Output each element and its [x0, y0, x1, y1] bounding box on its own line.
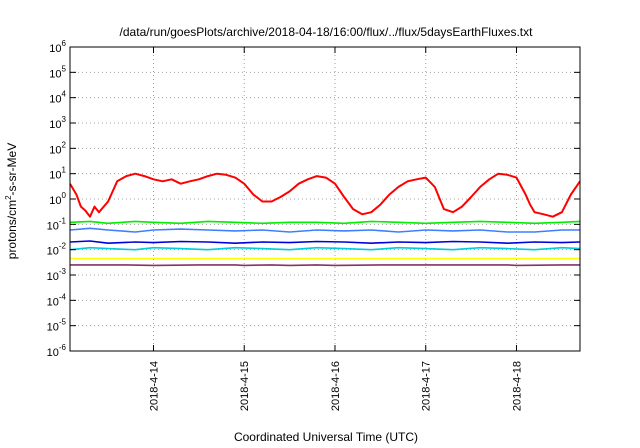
y-tick-label: 10-3 — [47, 267, 67, 283]
y-tick-label: 103 — [49, 115, 66, 131]
series-line-2 — [69, 220, 581, 225]
x-axis: 2018-4-14 2018-4-15 2018-4-16 2018-4-17 2018… — [148, 47, 523, 411]
y-tick-label: 10-5 — [47, 318, 67, 334]
y-axis: 10-6 10-5 10-4 10-3 10-2 10-1 100 101 102 103 104 1… — [47, 39, 580, 359]
y-tick-label: 10-2 — [47, 242, 67, 258]
y-tick-label: 104 — [49, 90, 66, 106]
x-tick-label: 2018-4-15 — [239, 361, 251, 411]
y-tick-label: 105 — [49, 64, 66, 80]
series-line-1 — [69, 172, 581, 218]
chart-title: /data/run/goesPlots/archive/2018-04-18/1… — [120, 25, 534, 39]
x-tick-label: 2018-4-14 — [148, 361, 160, 411]
x-axis-title: Coordinated Universal Time (UTC) — [234, 430, 418, 444]
x-tick-label: 2018-4-17 — [421, 361, 433, 411]
y-tick-label: 101 — [49, 166, 66, 182]
y-tick-label: 10-1 — [47, 216, 67, 232]
y-axis-title: protons/cm2-s-sr-MeV — [4, 143, 19, 259]
plot-area — [69, 172, 581, 267]
x-tick-label: 2018-4-18 — [511, 361, 523, 411]
series-line-7 — [70, 264, 580, 267]
x-tick-label: 2018-4-16 — [330, 361, 342, 411]
y-tick-label: 102 — [49, 140, 66, 156]
grid — [70, 47, 580, 351]
y-tick-label: 100 — [49, 191, 66, 207]
y-tick-label: 10-4 — [47, 292, 67, 308]
y-tick-label: 10-6 — [47, 343, 67, 359]
series-line-5 — [69, 240, 581, 244]
series-line-4 — [69, 246, 581, 251]
y-tick-label: 106 — [49, 39, 66, 55]
series-line-3 — [69, 227, 580, 233]
